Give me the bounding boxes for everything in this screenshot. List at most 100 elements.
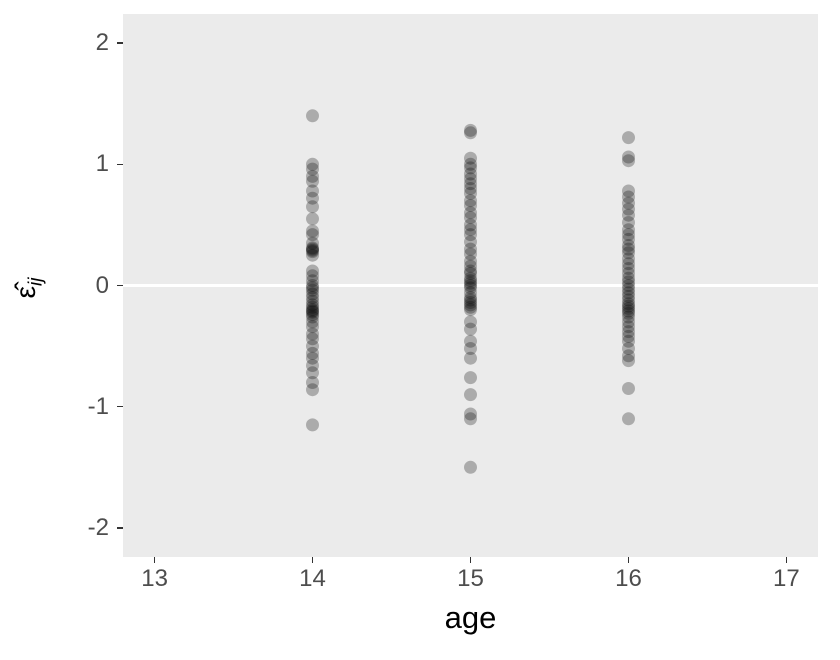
data-point: [464, 126, 477, 140]
y-tick-label: 0: [95, 271, 109, 299]
data-point: [464, 388, 477, 402]
data-point: [464, 334, 477, 348]
data-point: [622, 310, 635, 324]
data-point: [464, 276, 477, 290]
plot-panel: [123, 14, 818, 557]
y-tick-label: -1: [87, 392, 109, 420]
data-point: [464, 298, 477, 312]
data-point: [306, 169, 319, 183]
data-point: [306, 300, 319, 314]
data-point: [306, 418, 319, 432]
data-point: [464, 412, 477, 426]
data-point: [306, 212, 319, 226]
x-tick-mark: [153, 557, 156, 563]
data-point: [622, 184, 635, 198]
x-tick-mark: [785, 557, 788, 563]
data-point: [622, 246, 635, 260]
data-point: [622, 242, 635, 256]
data-point: [306, 224, 319, 238]
data-point: [622, 223, 635, 237]
data-point: [306, 279, 319, 292]
y-tick-mark: [117, 527, 123, 529]
data-point: [622, 342, 635, 355]
data-point: [622, 232, 635, 246]
data-point: [622, 286, 635, 300]
data-point: [306, 304, 319, 318]
data-point: [622, 293, 635, 307]
data-point: [464, 460, 477, 474]
data-point: [464, 199, 477, 212]
x-tick-label: 15: [457, 565, 484, 592]
data-point: [464, 322, 477, 336]
data-point: [622, 196, 635, 210]
data-point: [306, 320, 319, 334]
data-point: [306, 308, 319, 322]
data-point: [306, 162, 319, 176]
data-point: [622, 289, 635, 303]
data-point: [306, 294, 319, 308]
data-point: [306, 327, 319, 341]
data-point: [306, 339, 319, 353]
data-point: [622, 382, 635, 395]
data-point: [464, 194, 477, 208]
y-tick-label: 1: [95, 150, 109, 178]
data-point: [464, 279, 477, 292]
data-point: [464, 182, 477, 195]
data-point: [306, 236, 319, 250]
y-axis-title-epsilon-hat: ε̂: [10, 286, 41, 299]
data-point: [622, 262, 635, 275]
x-tick-label: 16: [615, 565, 642, 592]
data-point: [622, 190, 635, 204]
data-point: [306, 305, 319, 319]
data-point: [464, 123, 477, 137]
data-point: [464, 303, 477, 317]
data-point: [306, 264, 319, 278]
data-point: [306, 274, 319, 288]
data-point: [622, 131, 635, 145]
data-point: [622, 208, 635, 222]
data-point: [464, 206, 477, 220]
data-point: [464, 242, 477, 256]
data-point: [306, 243, 319, 257]
data-point: [306, 383, 319, 397]
data-point: [306, 287, 319, 301]
data-point: [464, 172, 477, 186]
data-point: [622, 271, 635, 285]
data-point: [464, 151, 477, 165]
data-point: [306, 241, 319, 255]
data-point: [622, 325, 635, 339]
data-point: [464, 351, 477, 365]
data-point: [306, 376, 319, 389]
data-point: [622, 275, 635, 289]
data-point: [464, 266, 477, 280]
plot-canvas: [123, 109, 818, 474]
data-point: [306, 157, 319, 171]
data-point: [464, 296, 477, 309]
data-point: [464, 274, 477, 288]
data-point: [464, 264, 477, 278]
data-point: [622, 228, 635, 242]
x-tick-label: 14: [299, 565, 326, 592]
y-axis-title: ε̂ij: [4, 240, 48, 336]
data-point: [306, 184, 319, 198]
data-point: [622, 302, 635, 315]
data-point: [306, 366, 319, 380]
x-tick-mark: [311, 557, 314, 563]
y-tick-label: -2: [87, 513, 109, 541]
data-point: [464, 286, 477, 300]
data-point: [622, 239, 635, 252]
data-point: [622, 412, 635, 426]
data-point: [306, 228, 319, 242]
data-point: [306, 109, 319, 123]
data-point: [464, 371, 477, 385]
data-point: [306, 303, 319, 317]
x-tick-label: 13: [141, 565, 168, 592]
data-point: [306, 283, 319, 297]
data-point: [464, 271, 477, 285]
data-point: [464, 254, 477, 268]
data-point: [306, 359, 319, 372]
x-tick-mark: [627, 557, 630, 563]
data-point: [464, 167, 477, 181]
data-point: [464, 177, 477, 191]
